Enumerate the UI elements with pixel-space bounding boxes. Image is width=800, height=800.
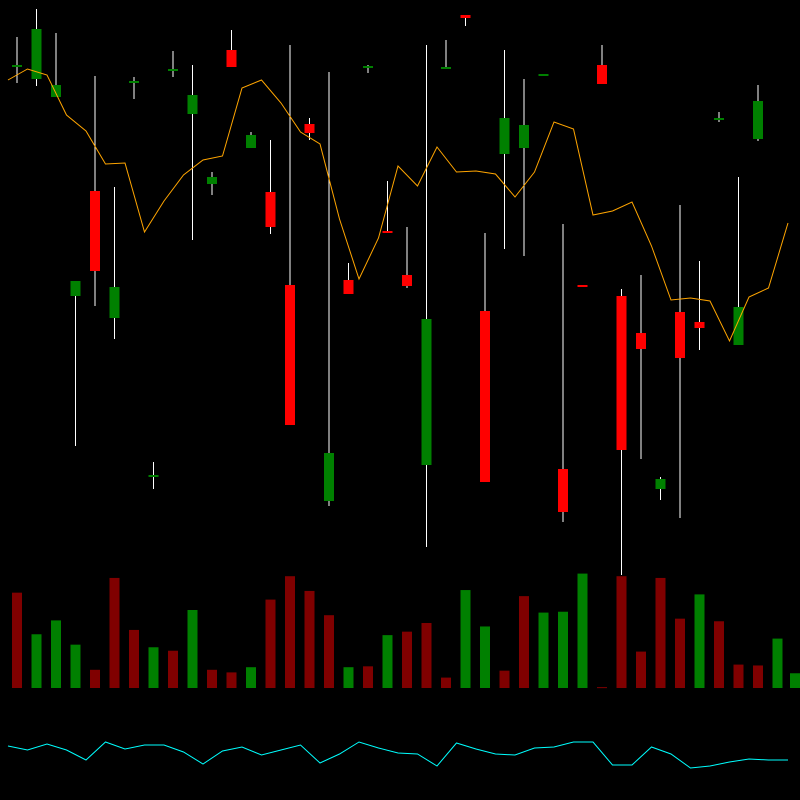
- candle-body-down: [265, 192, 276, 227]
- volume-bar: [382, 635, 393, 688]
- volume-bar: [90, 669, 100, 688]
- volume-bars: [12, 573, 800, 689]
- volume-bar: [655, 577, 666, 688]
- volume-bar: [519, 596, 529, 688]
- candle-body-down: [577, 285, 588, 287]
- volume-bar: [70, 644, 81, 688]
- volume-bar: [285, 576, 295, 688]
- candle-body-down: [343, 280, 354, 294]
- volume-bar: [207, 669, 217, 688]
- volume-bar: [597, 687, 607, 689]
- volume-bar: [753, 665, 763, 688]
- volume-bar: [324, 615, 334, 688]
- volume-bar: [636, 651, 646, 688]
- candle-body-down: [304, 124, 315, 133]
- volume-bar: [363, 666, 373, 688]
- volume-bar: [538, 612, 549, 688]
- volume-bar: [402, 631, 412, 688]
- volume-bar: [616, 576, 627, 688]
- candle-body-down: [480, 311, 490, 482]
- volume-bar: [129, 629, 139, 688]
- volume-bar: [31, 634, 42, 688]
- candle-body-up: [246, 135, 256, 148]
- volume-bar: [304, 590, 315, 688]
- volume-bar: [577, 573, 588, 688]
- candle-body-down: [382, 231, 393, 233]
- volume-bar: [499, 670, 510, 688]
- volume-bar: [187, 610, 198, 688]
- volume-bar: [109, 577, 120, 688]
- candle-body-up: [109, 287, 120, 318]
- volume-bar: [343, 667, 354, 688]
- candle-body-up: [207, 177, 217, 184]
- volume-bar: [51, 620, 61, 688]
- candle-body-up: [499, 118, 510, 154]
- moving-average-line: [7, 68, 789, 343]
- volume-bar: [421, 623, 432, 688]
- candle-body-up: [12, 65, 22, 67]
- candle-body-up: [51, 85, 61, 97]
- candle-body-down: [558, 469, 568, 512]
- volume-bar: [226, 672, 237, 688]
- candle-body-down: [675, 312, 685, 358]
- candle-body-up: [753, 101, 763, 139]
- volume-bar: [694, 594, 705, 688]
- volume-bar: [790, 673, 800, 688]
- candle-body-down: [285, 285, 295, 425]
- candle-body-up: [538, 74, 549, 76]
- candle-body-up: [733, 307, 744, 345]
- volume-bar: [168, 650, 178, 688]
- candle-body-down: [90, 191, 100, 271]
- volume-bar: [460, 590, 471, 688]
- indicator-line: [7, 741, 788, 769]
- candle-body-down: [460, 15, 471, 18]
- candle-body-up: [519, 125, 529, 148]
- candle-body-up: [70, 281, 81, 296]
- volume-bar: [12, 592, 22, 688]
- candle-body-up: [363, 66, 373, 68]
- candle-body-up: [421, 319, 432, 465]
- candle-body-up: [441, 67, 451, 69]
- volume-bar: [675, 618, 685, 688]
- candle-body-up: [148, 475, 159, 477]
- volume-bar: [246, 667, 256, 688]
- candle-body-down: [597, 65, 607, 84]
- candle-body-up: [187, 95, 198, 114]
- volume-bar: [733, 664, 744, 688]
- candle-body-down: [226, 50, 237, 67]
- candle-body-up: [168, 69, 178, 71]
- candle-body-down: [402, 275, 412, 286]
- candle-body-up: [31, 29, 42, 79]
- volume-bar: [480, 626, 490, 688]
- candle-body-down: [694, 322, 705, 328]
- candle-body-up: [655, 479, 666, 489]
- candle-body-up: [714, 118, 724, 120]
- candle-body-up: [129, 81, 139, 83]
- volume-bar: [558, 611, 568, 688]
- volume-bar: [714, 621, 724, 688]
- candle-bodies: [12, 15, 763, 512]
- volume-bar: [265, 599, 276, 688]
- volume-bar: [148, 647, 159, 688]
- candle-body-down: [636, 333, 646, 349]
- candle-body-down: [616, 296, 627, 450]
- volume-bar: [441, 677, 451, 688]
- volume-bar: [772, 638, 783, 688]
- candle-body-up: [324, 453, 334, 501]
